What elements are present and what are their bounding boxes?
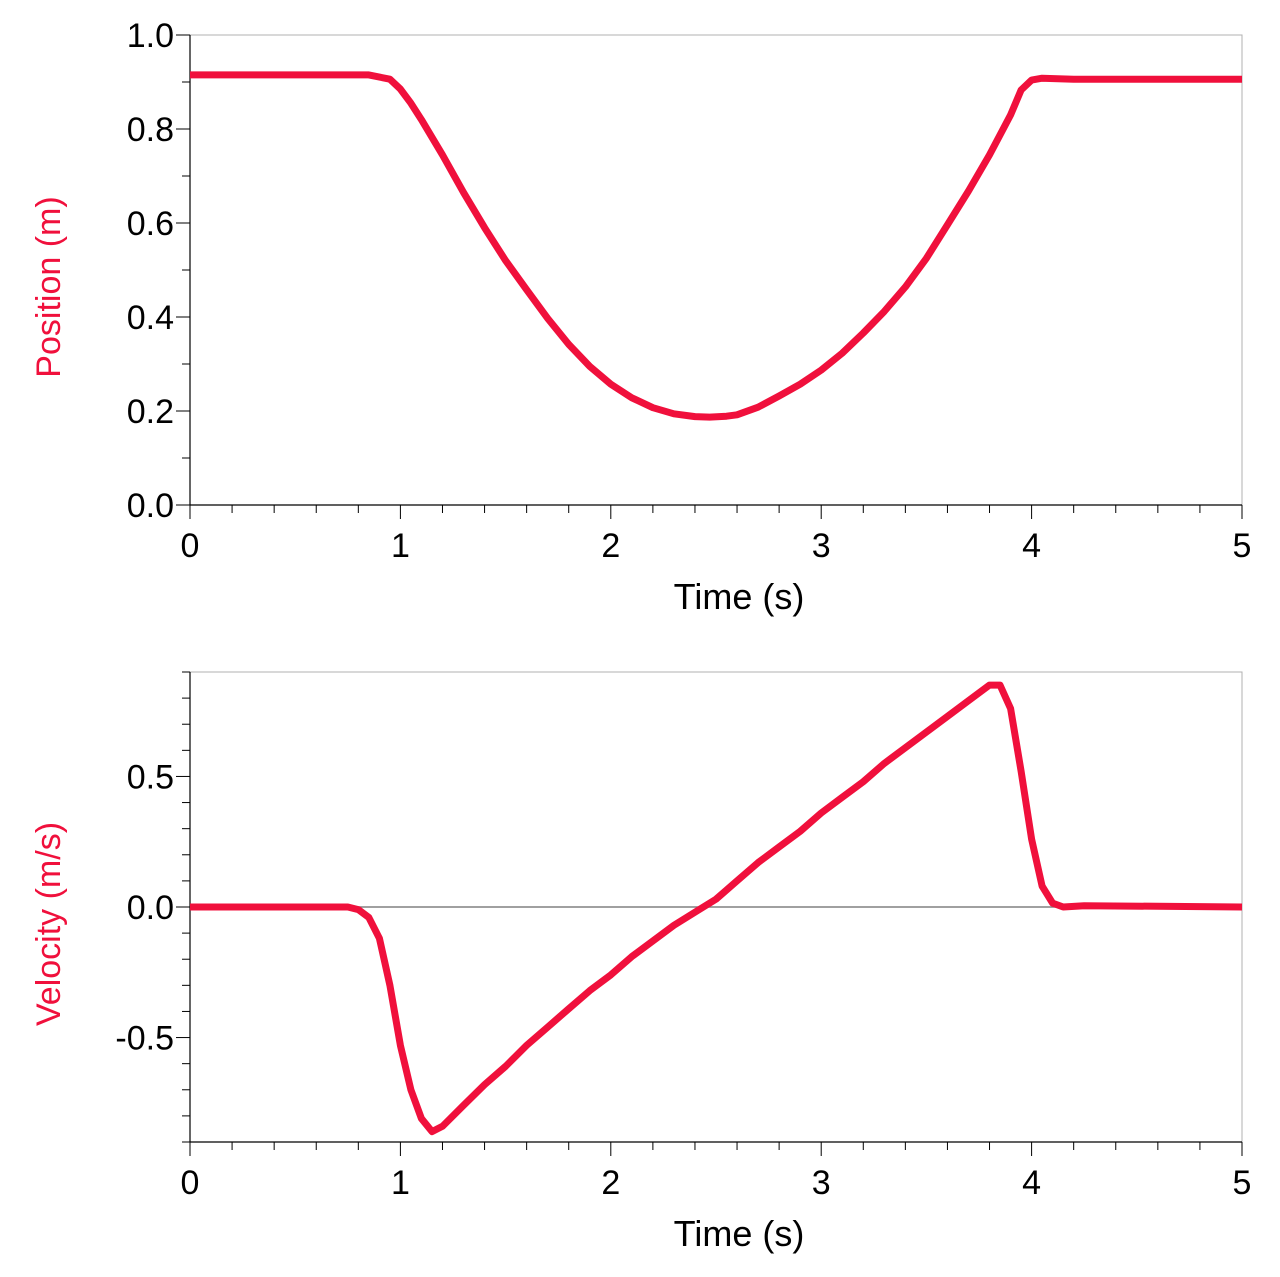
y-tick-label: 1.0	[127, 17, 174, 55]
y-axis-label: Velocity (m/s)	[30, 822, 68, 1026]
plot-frame	[189, 34, 1243, 506]
y-tick-label: 0.8	[127, 111, 174, 149]
x-tick-label: 1	[391, 527, 410, 565]
position-chart: 0 1 2 3 4 5 0.0 0.2 0.4 0.6 0.8 1.0 Time (s) Position…	[30, 17, 1251, 617]
x-tick-label: 5	[1233, 1164, 1252, 1202]
x-tick-label: 0	[181, 1164, 200, 1202]
y-tick-label: 0.0	[127, 889, 174, 927]
velocity-series-line	[190, 681, 1243, 1136]
x-axis-label: Time (s)	[674, 1213, 805, 1254]
x-tick-label: 4	[1022, 527, 1041, 565]
y-tick-label: -0.5	[115, 1020, 174, 1058]
y-tick-label: 0.6	[127, 205, 174, 243]
position-series-line	[190, 71, 1242, 421]
y-axis-label: Position (m)	[30, 196, 68, 377]
x-tick-label: 4	[1022, 1164, 1041, 1202]
velocity-chart: 0 1 2 3 4 5 -0.5 0.0 0.5 Time (s) Velocity (m/s)	[30, 671, 1252, 1254]
y-tick-label: 0.4	[127, 299, 174, 337]
x-tick-label: 1	[391, 1164, 410, 1202]
y-tick-label: 0.0	[127, 487, 174, 525]
y-tick-label: 0.2	[127, 393, 174, 431]
x-tick-label: 0	[181, 527, 200, 565]
y-tick-label: 0.5	[127, 758, 174, 796]
x-tick-label: 2	[601, 527, 620, 565]
x-tick-label: 2	[601, 1164, 620, 1202]
x-tick-label: 5	[1233, 527, 1252, 565]
x-tick-label: 3	[812, 1164, 831, 1202]
x-axis-label: Time (s)	[674, 576, 805, 617]
x-tick-label: 3	[812, 527, 831, 565]
